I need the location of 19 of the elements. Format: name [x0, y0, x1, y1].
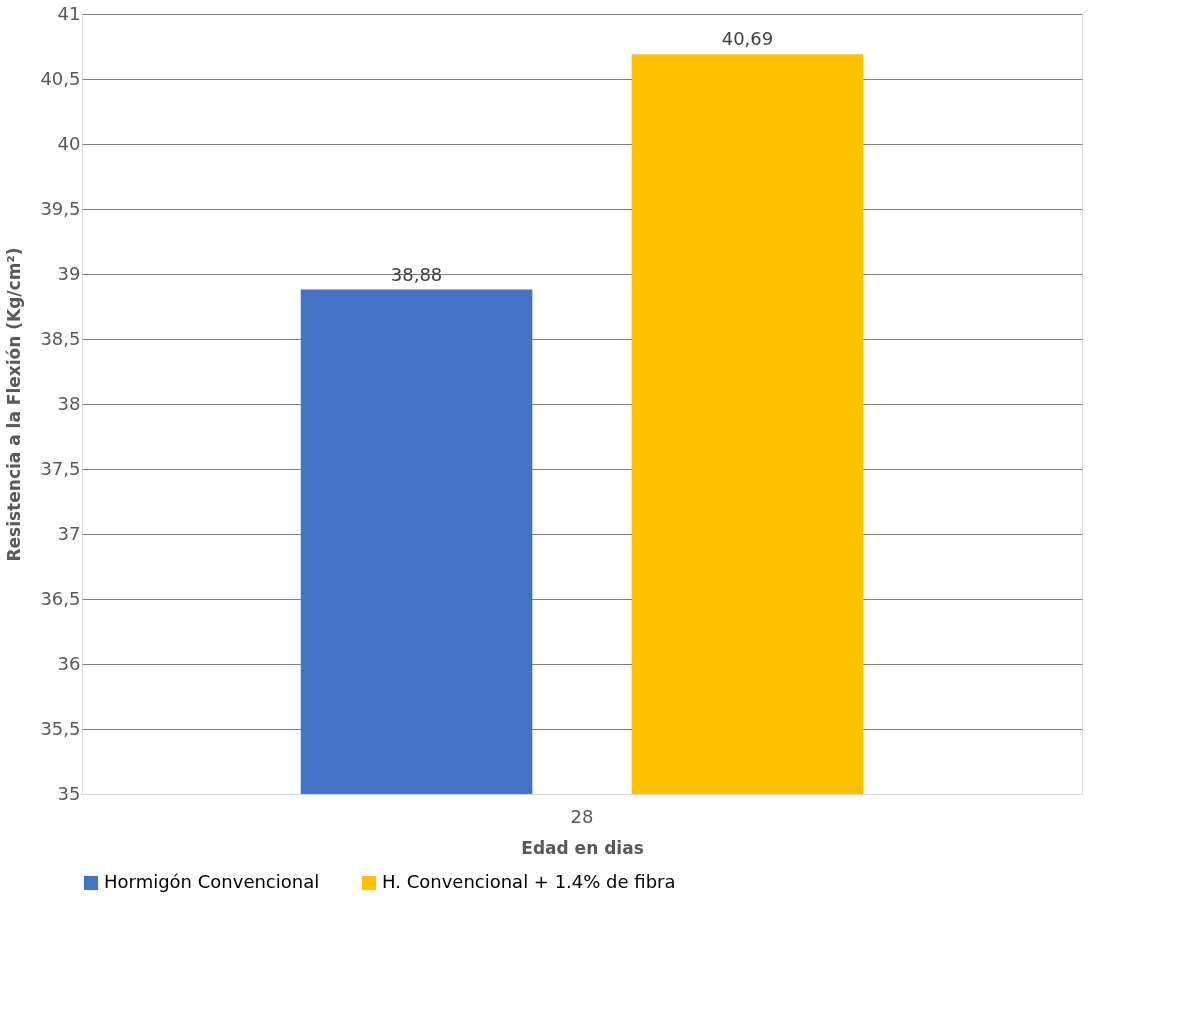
- data-label: 40,69: [721, 28, 774, 50]
- legend-label: H. Convencional + 1.4% de fibra: [382, 871, 676, 892]
- y-tick-label: 40: [57, 132, 81, 154]
- y-tick-label: 35: [57, 782, 81, 804]
- y-tick-label: 36,5: [40, 587, 81, 609]
- y-tick-label: 38,5: [40, 327, 81, 349]
- x-axis-title: Edad en dias: [521, 837, 644, 858]
- y-tick-label: 38: [57, 392, 81, 414]
- y-tick-label: 37: [57, 522, 81, 544]
- y-tick-label: 39,5: [40, 197, 81, 219]
- y-tick-label: 37,5: [40, 457, 81, 479]
- y-tick-label: 41: [57, 2, 81, 24]
- y-tick-label: 36: [57, 652, 81, 674]
- x-tick-label: 28: [570, 805, 594, 827]
- y-tick-label: 39: [57, 262, 81, 284]
- y-tick-label: 40,5: [40, 67, 81, 89]
- legend-label: Hormigón Convencional: [104, 871, 320, 892]
- y-tick-label: 35,5: [40, 717, 81, 739]
- y-axis-title: Resistencia a la Flexión (Kg/cm²): [4, 247, 25, 562]
